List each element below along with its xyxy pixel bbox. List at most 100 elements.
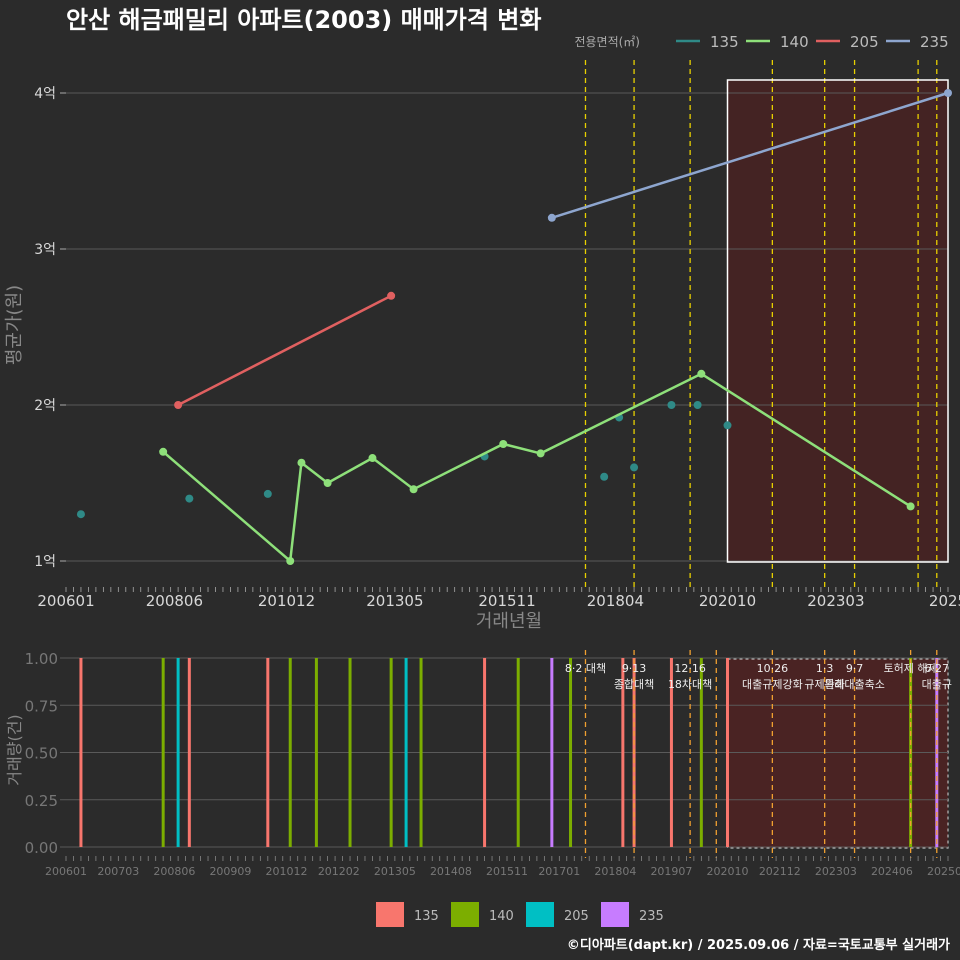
policy-label: 6·27 대출규 (922, 662, 952, 691)
x-tick-label: 200601 (37, 592, 94, 610)
policy-label-line: 9·7 (846, 662, 864, 675)
policy-label: 9·7 특례대출축소 (824, 662, 885, 691)
data-point-135 (693, 401, 702, 409)
bottom-x-tick-label: 200601 (45, 865, 87, 878)
data-point-140 (697, 369, 706, 378)
legend-label-235: 235 (920, 33, 949, 51)
transaction-bar-135 (621, 658, 625, 847)
bottom-legend-label-140: 140 (489, 909, 514, 924)
bottom-legend-swatch-140 (451, 902, 479, 927)
transaction-bar-140 (348, 658, 352, 847)
bottom-x-tick-label: 201907 (650, 865, 692, 878)
series-line-140 (162, 372, 912, 564)
highlight-box (726, 79, 949, 563)
transaction-bar-135 (669, 658, 673, 847)
bottom-x-tick-label: 201012 (266, 865, 308, 878)
policy-label-line: 18차대책 (668, 678, 712, 691)
legend-label-135: 135 (710, 33, 739, 51)
transaction-bar-135 (187, 658, 191, 847)
bottom-x-tick-label: 200806 (153, 865, 195, 878)
bottom-x-tick-label: 202406 (871, 865, 913, 878)
x-tick-label: 202303 (807, 592, 864, 610)
policy-label-line: 종합대책 (614, 678, 654, 691)
data-point-140 (906, 502, 915, 511)
bottom-x-tick-label: 201408 (430, 865, 472, 878)
bottom-y-tick-label: 1.00 (25, 650, 58, 668)
policy-label-line: 규제완화 (804, 678, 844, 691)
policy-label: 12·16 18차대책 (668, 662, 712, 691)
bottom-y-tick-label: 0.25 (25, 792, 58, 810)
x-tick-label: 201804 (587, 592, 644, 610)
series-line-235 (551, 91, 949, 219)
data-point-140 (286, 557, 295, 565)
policy-label: 10·26 대출규제강화 (742, 662, 803, 691)
data-point-135 (600, 472, 609, 481)
bottom-x-tick-label: 202509 (927, 865, 960, 878)
x-tick-label: 201012 (258, 592, 315, 610)
transaction-bar-235 (550, 658, 554, 847)
bottom-x-tick-label: 201701 (538, 865, 580, 878)
y-tick-label: 2억 (34, 398, 56, 414)
data-point-235 (944, 89, 952, 97)
transaction-bar-140 (516, 658, 520, 847)
policy-label: 1·3 규제완화 (804, 662, 844, 691)
data-point-135 (723, 421, 732, 430)
policy-label-line: 10·26 (757, 662, 789, 675)
transaction-bar-140 (419, 658, 423, 847)
data-point-205 (174, 401, 183, 409)
policy-label-line: 대출규 (922, 678, 952, 691)
policy-label: 8·2 대책 (565, 662, 606, 675)
highlight-shade (727, 80, 948, 562)
bottom-x-tick-label: 200703 (97, 865, 139, 878)
data-point-140 (159, 447, 168, 456)
y-axis-title: 평균가(원) (4, 285, 25, 365)
data-point-140 (297, 458, 306, 467)
x-tick-label: 201305 (366, 592, 423, 610)
transaction-bar-205 (404, 658, 408, 847)
x-tick-label: 2025 (929, 592, 960, 610)
policy-label-line: 대출규제강화 (742, 678, 803, 691)
policy-label-line: 12·16 (674, 662, 706, 675)
transaction-bar-140 (161, 658, 165, 847)
data-point-135 (76, 510, 85, 519)
y-tick-label: 3억 (34, 242, 56, 258)
data-point-140 (368, 454, 377, 463)
legend-label-140: 140 (780, 33, 809, 51)
policy-label: 토허제 해제 (884, 661, 938, 675)
bottom-legend-label-235: 235 (639, 909, 664, 924)
transaction-bar-140 (288, 658, 292, 847)
transaction-bar-205 (176, 658, 180, 847)
bottom-y-tick-label: 0.50 (25, 745, 58, 763)
policy-label-line: 9·13 (622, 662, 647, 675)
y-tick-label: 1억 (34, 554, 56, 570)
data-point-235 (547, 213, 556, 222)
x-tick-label: 201511 (478, 592, 535, 610)
bottom-y-axis-title: 거래량(건) (5, 714, 24, 785)
data-point-205 (387, 291, 396, 300)
x-tick-label: 200806 (146, 592, 203, 610)
bottom-x-tick-label: 202303 (815, 865, 857, 878)
bottom-legend-swatch-205 (526, 902, 554, 927)
bottom-x-tick-label: 201804 (594, 865, 636, 878)
bottom-y-tick-label: 0.75 (25, 697, 58, 715)
bottom-legend-swatch-235 (601, 902, 629, 927)
policy-label-line: 6·27 (925, 662, 950, 675)
bottom-legend-label-135: 135 (414, 909, 439, 924)
chart-title: 안산 해금패밀리 아파트(2003) 매매가격 변화 (66, 6, 541, 34)
bottom-legend-swatch-135 (376, 902, 404, 927)
x-axis-title: 거래년월 (476, 611, 542, 632)
bottom-x-tick-label: 202112 (759, 865, 801, 878)
policy-label: 9·13 종합대책 (614, 662, 654, 691)
transaction-bar-135 (483, 658, 487, 847)
data-point-135 (185, 494, 194, 503)
data-point-140 (409, 485, 418, 494)
transaction-bar-140 (699, 658, 703, 847)
series-line-205 (177, 294, 392, 407)
data-point-135 (667, 401, 676, 409)
policy-label-line: 8·2 대책 (565, 662, 606, 675)
policy-label-line: 특례대출축소 (824, 678, 885, 691)
bottom-x-tick-label: 201511 (486, 865, 528, 878)
data-point-140 (323, 479, 332, 487)
